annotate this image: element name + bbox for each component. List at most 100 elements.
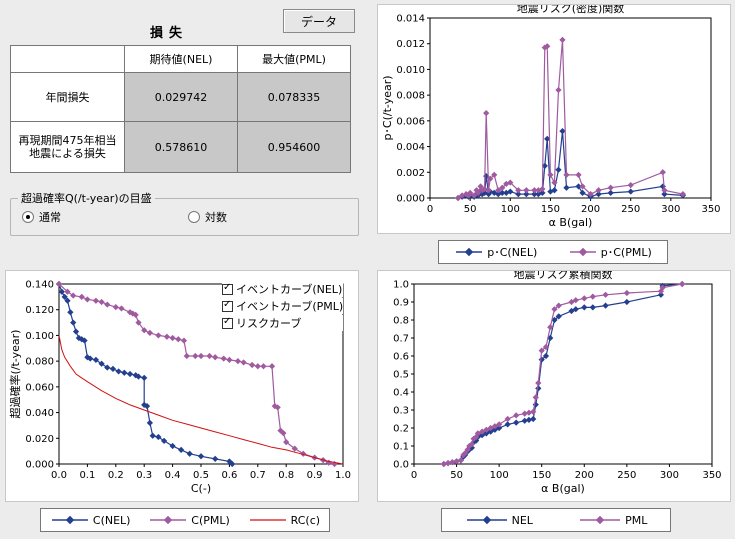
x-tick-label: 0.4 xyxy=(165,470,181,481)
check-icon xyxy=(222,299,233,312)
y-tick-label: 0.8 xyxy=(393,316,409,327)
data-point xyxy=(659,169,666,176)
data-point xyxy=(234,358,242,365)
data-point xyxy=(454,194,462,202)
y-tick-label: 0.002 xyxy=(396,168,425,179)
y-tick-label: 0.9 xyxy=(393,298,409,309)
plot-area xyxy=(58,283,344,465)
y-tick-label: 0.5 xyxy=(393,370,409,381)
legend-marker-pml-icon xyxy=(569,247,596,257)
data-point xyxy=(109,365,117,372)
cell-475-pml: 0.954600 xyxy=(237,121,351,173)
y-tick-label: 0.100 xyxy=(25,331,54,342)
plot-area xyxy=(413,283,713,465)
x-tick-label: 0 xyxy=(427,204,433,215)
data-point xyxy=(180,337,188,344)
x-tick-label: 250 xyxy=(621,204,640,215)
y-axis-label: p･C(/t-year) xyxy=(381,75,394,140)
table-header-row: 期待値(NEL) 最大値(PML) xyxy=(10,45,351,73)
legend-item-cum-pml: PML xyxy=(578,514,647,527)
event-curve-chart: 0.000 0.020 0.040 0.060 0.080 0.100 0.120 0.140… xyxy=(8,280,351,496)
x-tick-label: 0.8 xyxy=(278,470,294,481)
y-tick-label: 0.000 xyxy=(396,194,425,205)
data-point xyxy=(496,421,503,428)
data-point xyxy=(491,171,498,178)
x-axis-label: C(-) xyxy=(191,482,211,495)
x-tick-label: 50 xyxy=(464,204,477,215)
data-point xyxy=(197,352,205,360)
x-axis-label: α B(gal) xyxy=(549,216,593,229)
cumulative-legend: NEL PML xyxy=(441,508,671,532)
x-tick-label: 0.7 xyxy=(250,470,266,481)
checkbox-event-nel[interactable]: イベントカーブ(NEL) xyxy=(222,281,344,297)
legend-item-pml: p･C(PML) xyxy=(568,244,652,260)
data-point xyxy=(607,184,614,191)
legend-marker-nel-icon xyxy=(456,247,483,257)
radio-log[interactable]: 対数 xyxy=(188,209,227,225)
x-tick-label: 50 xyxy=(450,470,463,481)
y-tick-label: 0.0 xyxy=(393,460,409,471)
data-point xyxy=(92,356,100,363)
legend-item-cum-nel: NEL xyxy=(465,514,533,527)
checkbox-risk-curve[interactable]: リスクカーブ xyxy=(222,315,344,331)
table-corner xyxy=(10,45,125,73)
axis-scale-label: 超過確率Q(/t-year)の目盛 xyxy=(18,190,155,206)
y-tick-label: 0.7 xyxy=(393,334,409,345)
legend-label-cpml: C(PML) xyxy=(191,513,230,527)
data-point xyxy=(55,280,63,288)
x-tick-label: 150 xyxy=(541,204,560,215)
density-chart-panel: 0.000 0.002 0.004 0.006 0.008 0.010 0.012 0.014… xyxy=(377,1,731,234)
y-tick-label: 0.3 xyxy=(393,406,409,417)
data-point xyxy=(212,455,219,462)
loss-title: 損失 xyxy=(150,26,189,41)
cumulative-chart-panel: 0.0 0.1 0.2 0.3 0.4 0.5 0.6 0.7 0.8 0.9 1.0 0 50 100 1… xyxy=(377,267,731,502)
data-point xyxy=(499,184,506,191)
x-tick-label: 350 xyxy=(702,470,721,481)
checkbox-risk-curve-label: リスクカーブ xyxy=(236,317,302,330)
checkbox-event-pml[interactable]: イベントカーブ(PML) xyxy=(222,298,344,314)
x-tick-label: 1.0 xyxy=(335,470,351,481)
radio-dot-icon xyxy=(22,211,34,223)
x-tick-label: 350 xyxy=(701,204,720,215)
y-tick-label: 0.1 xyxy=(393,442,409,453)
data-point xyxy=(206,352,213,360)
y-tick-label: 0.2 xyxy=(393,424,409,435)
chart-title: 地震リスク(密度)関数 xyxy=(517,5,625,15)
series-line xyxy=(58,335,344,465)
cell-annual-pml: 0.078335 xyxy=(237,72,351,122)
data-point xyxy=(143,403,151,410)
data-point xyxy=(126,370,134,378)
data-point xyxy=(539,185,546,193)
x-tick-label: 150 xyxy=(532,470,551,481)
data-point xyxy=(499,189,506,196)
radio-dot-icon xyxy=(188,211,200,223)
x-tick-label: 0 xyxy=(411,470,417,481)
y-tick-label: 0.004 xyxy=(396,142,425,153)
y-tick-label: 0.120 xyxy=(25,305,54,316)
x-tick-label: 300 xyxy=(661,204,680,215)
event-curve-legend: C(NEL) C(PML) RC(c) xyxy=(40,508,330,532)
x-tick-label: 200 xyxy=(581,204,600,215)
cell-475-nel: 0.578610 xyxy=(124,121,238,173)
curve-checkboxes: イベントカーブ(NEL) イベントカーブ(PML) リスクカーブ xyxy=(222,281,344,331)
y-tick-label: 0.6 xyxy=(393,352,409,363)
plot-area xyxy=(429,17,712,199)
data-point xyxy=(249,361,256,369)
radio-linear[interactable]: 通常 xyxy=(22,209,61,225)
data-point xyxy=(160,437,168,444)
y-tick-label: 0.000 xyxy=(25,460,54,471)
data-point xyxy=(112,304,119,311)
check-icon xyxy=(222,316,233,329)
x-tick-label: 0.2 xyxy=(108,470,124,481)
data-point xyxy=(595,187,602,194)
density-chart: 0.000 0.002 0.004 0.006 0.008 0.010 0.012 0.014… xyxy=(381,1,721,229)
data-point xyxy=(623,298,630,306)
legend-marker-cpml-icon xyxy=(150,515,187,525)
data-point xyxy=(183,352,190,360)
x-tick-label: 0.1 xyxy=(79,470,95,481)
data-point xyxy=(485,187,492,194)
data-point xyxy=(467,189,474,196)
chart-title: 地震リスク累積関数 xyxy=(514,271,613,281)
cumulative-chart: 0.0 0.1 0.2 0.3 0.4 0.5 0.6 0.7 0.8 0.9 1.0 0 50 100 1… xyxy=(393,267,721,495)
data-button[interactable]: データ xyxy=(283,9,355,33)
